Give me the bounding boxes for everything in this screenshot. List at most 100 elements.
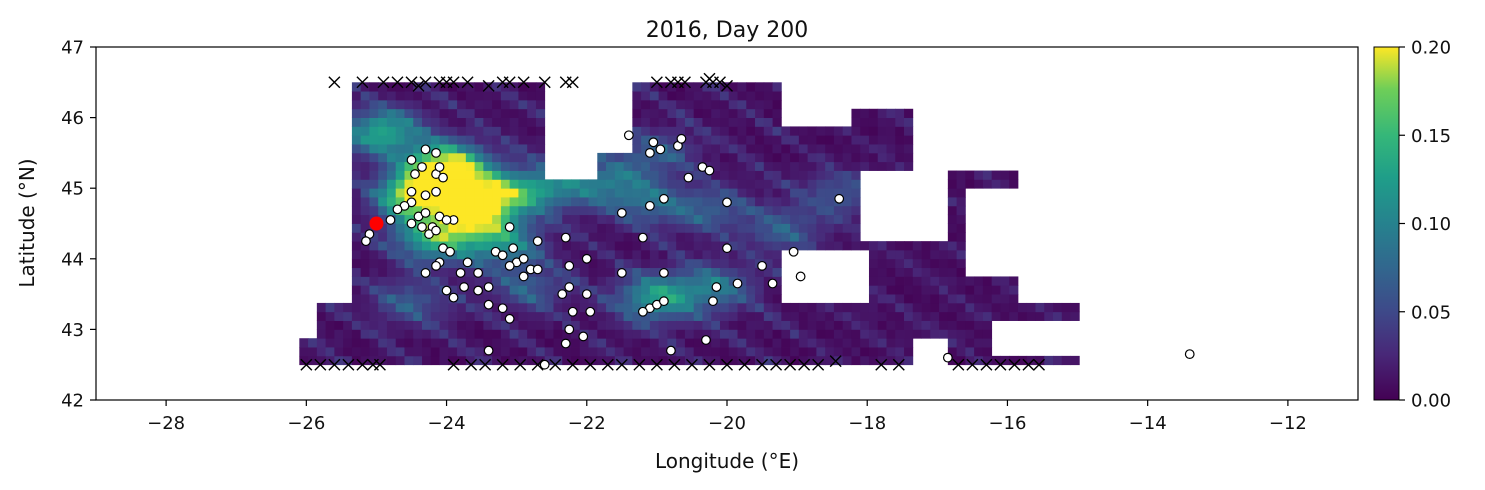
- density-cell: [921, 320, 931, 330]
- density-cell: [386, 294, 397, 304]
- density-cell: [798, 205, 809, 216]
- density-cell: [649, 179, 660, 189]
- density-cell: [763, 152, 773, 163]
- density-cell: [658, 99, 668, 110]
- density-cell: [527, 82, 537, 92]
- density-cell: [632, 294, 642, 304]
- density-cell: [351, 179, 362, 189]
- density-cell: [851, 135, 861, 145]
- density-cell: [965, 338, 975, 348]
- particle-point: [392, 204, 403, 215]
- density-cell: [404, 205, 414, 216]
- density-cell: [702, 258, 712, 269]
- density-cell: [711, 311, 721, 321]
- density-cell: [614, 258, 624, 269]
- density-cell: [579, 232, 589, 242]
- density-cell: [649, 241, 660, 251]
- density-cell: [746, 302, 756, 313]
- density-cell: [676, 117, 686, 127]
- density-cell: [947, 355, 958, 366]
- density-cell: [702, 320, 712, 330]
- density-cell: [614, 249, 624, 260]
- density-cell: [956, 188, 966, 198]
- density-cell: [465, 214, 475, 224]
- density-cell: [816, 347, 826, 357]
- density-cell: [597, 241, 607, 251]
- beached-marker: [356, 76, 369, 89]
- particle-point: [648, 137, 659, 148]
- density-cell: [702, 311, 712, 321]
- density-cell: [597, 302, 607, 313]
- density-cell: [746, 241, 756, 251]
- particle-point: [473, 285, 484, 296]
- density-cell: [658, 214, 668, 224]
- density-cell: [527, 117, 537, 127]
- particle-point: [659, 296, 669, 307]
- density-cell: [448, 144, 458, 154]
- density-cell: [851, 214, 861, 224]
- density-cell: [518, 135, 528, 145]
- beached-marker: [952, 358, 965, 371]
- density-cell: [772, 338, 782, 348]
- density-cell: [886, 144, 896, 154]
- density-cell: [921, 329, 931, 339]
- density-cell: [527, 320, 537, 330]
- density-cell: [833, 232, 844, 242]
- particle-point: [361, 236, 371, 247]
- density-cell: [562, 205, 572, 216]
- y-tick-label: 45: [61, 179, 84, 200]
- density-cell: [746, 108, 756, 118]
- density-cell: [956, 347, 966, 357]
- density-cell: [535, 249, 546, 260]
- density-cell: [395, 135, 405, 145]
- density-cell: [632, 311, 642, 321]
- density-cell: [886, 135, 896, 145]
- density-cell: [641, 276, 651, 286]
- density-cell: [413, 241, 423, 251]
- density-cell: [448, 82, 458, 92]
- density-cell: [369, 161, 379, 171]
- density-cell: [439, 223, 449, 233]
- density-cell: [956, 214, 966, 224]
- density-cell: [527, 276, 537, 286]
- density-cell: [790, 320, 800, 330]
- density-cell: [956, 197, 966, 207]
- density-cell: [483, 267, 493, 277]
- density-cell: [658, 82, 668, 92]
- particle-point: [497, 303, 508, 314]
- density-cell: [544, 355, 554, 366]
- density-cell: [571, 276, 581, 286]
- particle-point: [431, 225, 441, 236]
- density-cell: [781, 347, 791, 357]
- density-cell: [395, 117, 405, 127]
- density-cell: [430, 135, 440, 145]
- density-cell: [781, 241, 791, 251]
- density-cell: [676, 267, 686, 277]
- beached-marker: [703, 72, 716, 85]
- density-cell: [974, 276, 984, 286]
- density-cell: [790, 232, 800, 242]
- density-cell: [588, 267, 598, 277]
- density-cell: [386, 144, 397, 154]
- density-cell: [535, 276, 546, 286]
- density-cell: [649, 161, 660, 171]
- density-cell: [422, 338, 432, 348]
- density-cell: [833, 338, 844, 348]
- density-cell: [1009, 285, 1019, 295]
- density-cell: [719, 135, 730, 145]
- density-cell: [378, 99, 388, 110]
- density-cell: [465, 170, 475, 180]
- density-cell: [702, 214, 712, 224]
- density-cell: [404, 276, 414, 286]
- density-cell: [755, 285, 765, 295]
- density-cell: [947, 249, 958, 260]
- beached-marker: [412, 79, 425, 92]
- density-cell: [448, 197, 458, 207]
- density-cell: [641, 117, 651, 127]
- density-cell: [965, 302, 975, 313]
- particle-point: [504, 222, 515, 232]
- density-cell: [439, 108, 449, 118]
- density-cell: [422, 126, 432, 136]
- density-cell: [772, 329, 782, 339]
- density-cell: [553, 205, 563, 216]
